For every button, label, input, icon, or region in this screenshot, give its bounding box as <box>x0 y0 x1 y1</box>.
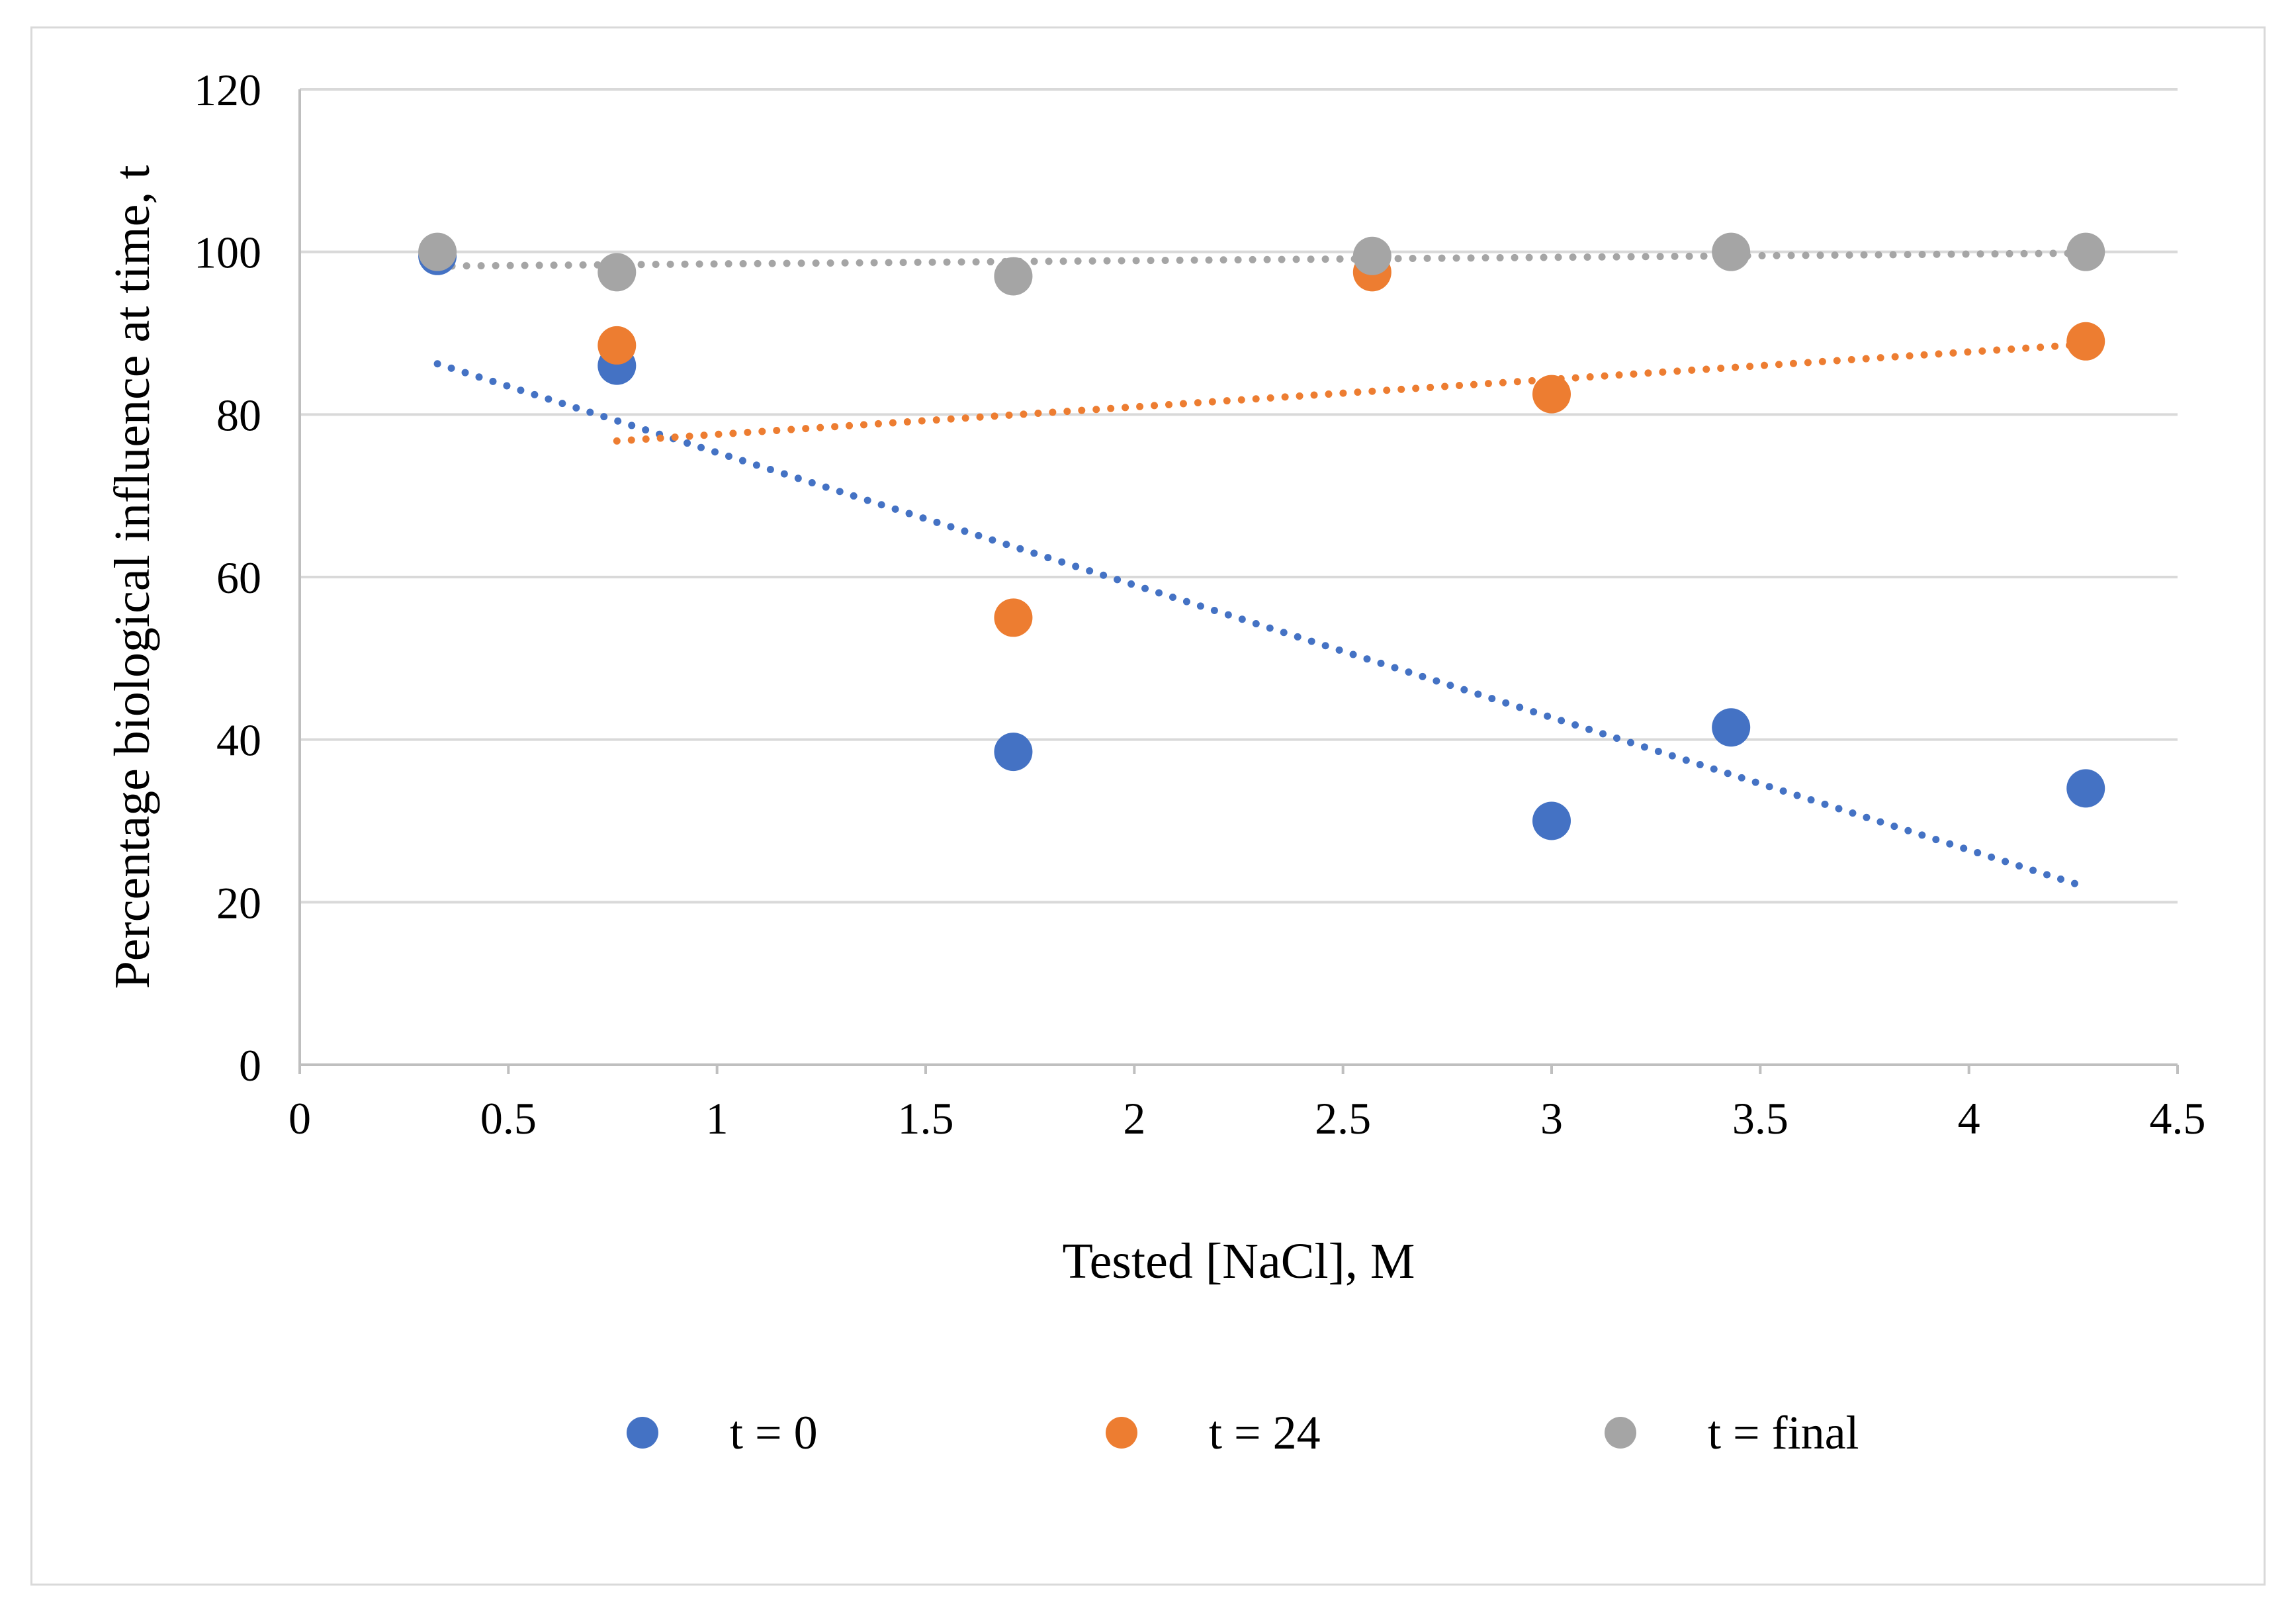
legend-label-t0: t = 0 <box>730 1406 818 1459</box>
trendline-series-1 <box>613 340 2090 445</box>
x-axis-title: Tested [NaCl], M <box>1063 1233 1415 1289</box>
axis-layer <box>298 89 2179 1074</box>
data-point-series-0 <box>1532 801 1571 840</box>
x-tick-label: 2.5 <box>1315 1093 1371 1143</box>
x-tick-label: 4 <box>1958 1093 1980 1143</box>
data-point-series-2 <box>1352 236 1391 275</box>
legend-item-tfinal: t = final <box>1605 1406 1859 1459</box>
data-point-series-2 <box>597 253 637 292</box>
x-tick-label: 1 <box>706 1093 729 1143</box>
legend-item-t24: t = 24 <box>1106 1406 1321 1459</box>
legend-marker-tfinal <box>1605 1417 1636 1449</box>
x-tick-label: 1.5 <box>898 1093 954 1143</box>
x-tick-label: 0.5 <box>480 1093 537 1143</box>
legend: t = 0 t = 24 t = final <box>627 1406 1859 1459</box>
data-point-series-0 <box>2066 769 2105 808</box>
y-tick-label: 0 <box>239 1040 261 1091</box>
data-point-series-1 <box>597 326 637 365</box>
data-points-layer <box>418 232 2105 840</box>
data-point-series-2 <box>994 257 1033 296</box>
y-tick-label: 60 <box>216 553 261 603</box>
legend-label-t24: t = 24 <box>1209 1406 1321 1459</box>
trendline-series-2 <box>433 249 2090 270</box>
data-point-series-2 <box>418 232 457 271</box>
grid-layer <box>300 88 2178 904</box>
data-point-series-1 <box>2066 322 2105 361</box>
y-tick-label: 80 <box>216 390 261 440</box>
trendline-series-0 <box>433 360 2090 891</box>
y-tick-label: 100 <box>194 228 261 278</box>
chart-frame: 0 20 40 60 80 100 120 0 0.5 1 1.5 2 2.5 3 3.5 4 4.5 Perc… <box>30 26 2266 1586</box>
data-point-series-1 <box>1532 375 1571 414</box>
data-point-series-1 <box>994 598 1033 637</box>
x-tick-label: 3 <box>1540 1093 1563 1143</box>
x-tick-label: 0 <box>288 1093 311 1143</box>
data-point-series-0 <box>1712 708 1751 747</box>
data-point-series-0 <box>994 733 1033 772</box>
legend-label-tfinal: t = final <box>1708 1406 1859 1459</box>
y-tick-label: 20 <box>216 877 261 928</box>
trendline-layer <box>433 249 2090 891</box>
legend-marker-t0 <box>627 1417 658 1449</box>
y-tick-label: 120 <box>194 65 261 115</box>
y-axis-title: Percentage biological influence at time,… <box>105 165 160 989</box>
data-point-series-2 <box>1712 232 1751 271</box>
x-tick-label: 4.5 <box>2150 1093 2206 1143</box>
legend-marker-t24 <box>1106 1417 1137 1449</box>
y-tick-label: 40 <box>216 715 261 766</box>
chart-svg: 0 20 40 60 80 100 120 0 0.5 1 1.5 2 2.5 3 3.5 4 4.5 Perc… <box>105 65 2206 1459</box>
data-point-series-2 <box>2066 232 2105 271</box>
x-tick-label: 3.5 <box>1732 1093 1788 1143</box>
tick-labels-layer: 0 20 40 60 80 100 120 0 0.5 1 1.5 2 2.5 3 3.5 4 4.5 <box>194 65 2206 1143</box>
x-tick-label: 2 <box>1123 1093 1145 1143</box>
legend-item-t0: t = 0 <box>627 1406 818 1459</box>
